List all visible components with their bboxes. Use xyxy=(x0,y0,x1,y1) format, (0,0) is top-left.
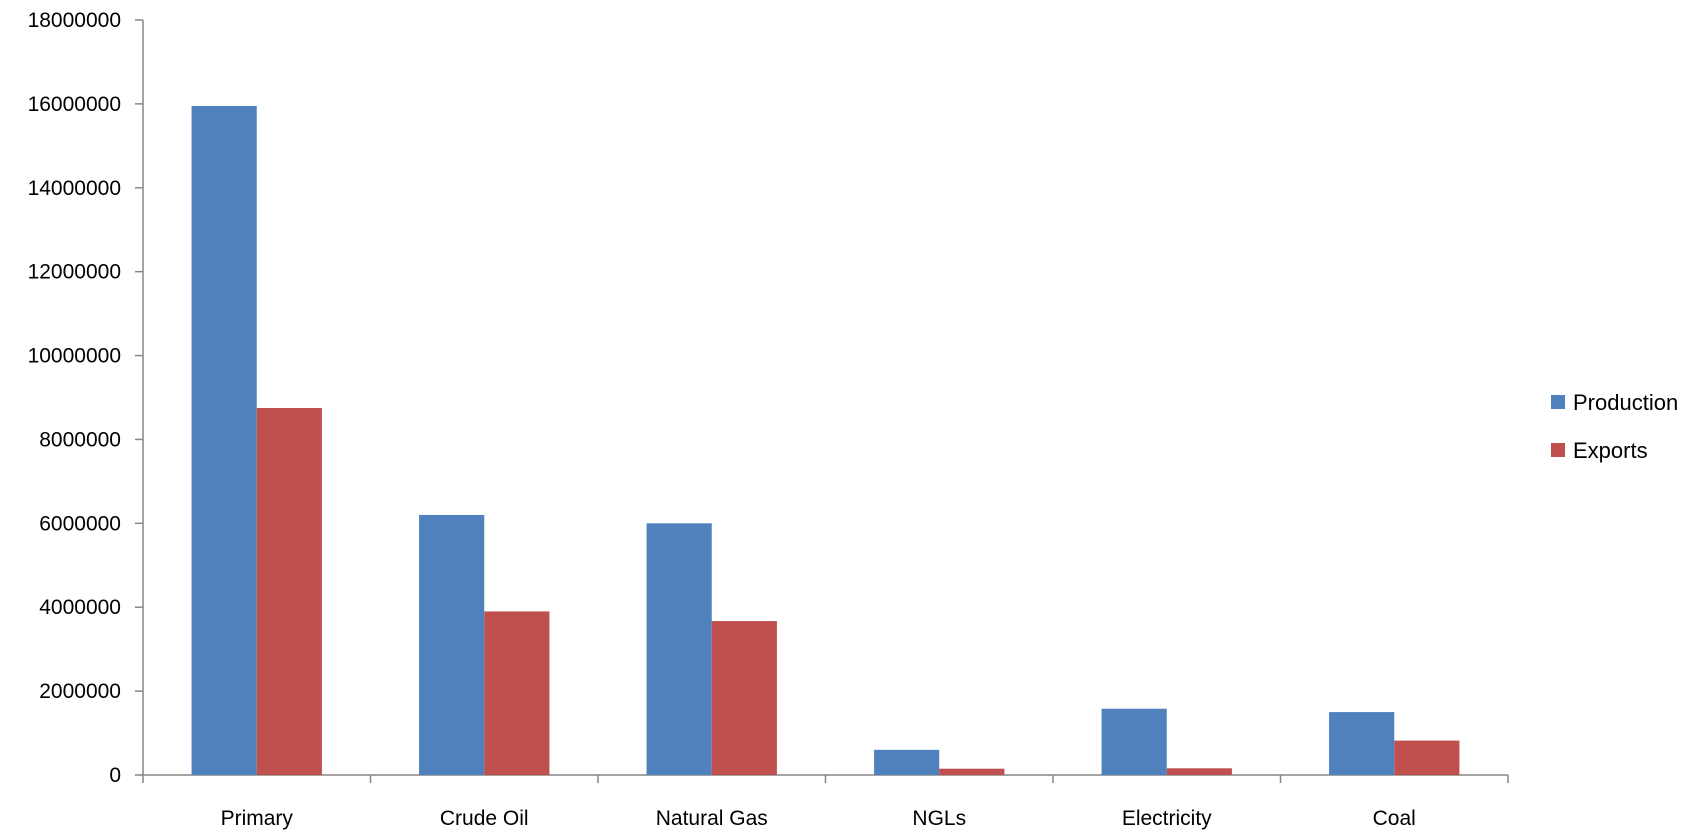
y-axis: 0 2000000 4000000 6000000 8000000 10000000 120… xyxy=(28,9,144,787)
bar-exports-electricity xyxy=(1166,768,1232,775)
y-tick-label: 10000000 xyxy=(28,345,121,368)
legend-label: Exports xyxy=(1573,438,1648,463)
bar-exports-natural-gas xyxy=(711,621,777,775)
legend-label: Production xyxy=(1573,390,1678,415)
bar-exports-coal xyxy=(1394,740,1460,775)
y-tick-label: 14000000 xyxy=(28,177,121,200)
bars xyxy=(191,105,1460,776)
bar-production-coal xyxy=(1329,712,1395,775)
bar-exports-primary xyxy=(256,407,322,775)
bar-exports-crude-oil xyxy=(484,611,550,775)
bar-production-crude-oil xyxy=(419,514,485,775)
y-tick-label: 18000000 xyxy=(28,9,121,32)
legend: Production Exports xyxy=(1551,390,1678,463)
legend-swatch xyxy=(1551,443,1565,457)
x-category-label: Electricity xyxy=(1122,807,1212,830)
y-tick-label: 12000000 xyxy=(28,261,121,284)
y-tick-label: 0 xyxy=(109,764,121,787)
x-category-label: Coal xyxy=(1373,807,1416,830)
y-tick-label: 4000000 xyxy=(39,596,121,619)
bar-production-natural-gas xyxy=(646,523,712,775)
x-category-label: Natural Gas xyxy=(656,807,768,830)
y-tick-label: 6000000 xyxy=(39,512,121,535)
x-axis: Primary Crude Oil Natural Gas NGLs Electrici… xyxy=(142,774,1509,830)
y-tick-label: 16000000 xyxy=(28,93,121,116)
y-tick-label: 2000000 xyxy=(39,680,121,703)
x-category-label: Crude Oil xyxy=(440,807,529,830)
x-category-label: NGLs xyxy=(912,807,966,830)
bar-production-ngls xyxy=(874,749,940,775)
y-tick-label: 8000000 xyxy=(39,428,121,451)
x-category-label: Primary xyxy=(221,807,294,830)
bar-exports-ngls xyxy=(939,768,1005,775)
bar-production-primary xyxy=(191,105,257,776)
legend-swatch xyxy=(1551,395,1565,409)
bar-production-electricity xyxy=(1101,708,1167,775)
